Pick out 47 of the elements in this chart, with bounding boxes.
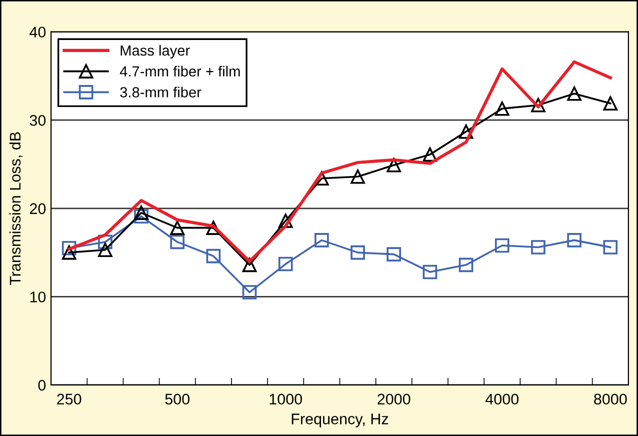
point (278, 214, 293, 228)
x-tick-label: 500 (165, 394, 190, 405)
point (206, 220, 221, 235)
point (98, 234, 112, 250)
x-tick-label: 2000 (378, 394, 410, 405)
y-tick-label: 30 (30, 114, 46, 126)
point (494, 238, 510, 253)
point (494, 101, 510, 116)
point (386, 158, 402, 172)
legend-label: 4.7-mm fiber + film (120, 66, 240, 77)
point (134, 206, 148, 220)
point (567, 86, 582, 101)
x-tick-label: 4000 (485, 394, 519, 405)
y-axis-title: Transmission Loss, dB (9, 132, 22, 286)
x-axis-title: Frequency, Hz (292, 414, 388, 428)
x-tick-label: 8000 (594, 394, 627, 405)
point (170, 234, 184, 250)
point (278, 256, 293, 272)
y-tick-label: 10 (30, 292, 46, 302)
point (531, 240, 546, 254)
point (386, 247, 402, 262)
point (350, 245, 365, 260)
point (422, 147, 438, 162)
legend-label: Mass layer (120, 44, 190, 59)
point (134, 209, 148, 224)
point (531, 98, 546, 112)
x-tick-label: 250 (57, 394, 82, 405)
y-tick-label: 0 (38, 380, 46, 391)
point (567, 233, 582, 248)
point (314, 233, 329, 248)
point (206, 248, 221, 264)
point (62, 240, 76, 256)
y-tick-label: 20 (30, 203, 46, 214)
point (458, 258, 474, 272)
point (170, 220, 184, 235)
x-tick-label: 1000 (270, 394, 302, 405)
point (242, 258, 257, 272)
point (422, 264, 438, 280)
point (458, 124, 474, 139)
point (603, 240, 618, 254)
point (350, 169, 365, 184)
legend-label: 3.8-mm fiber (120, 86, 202, 98)
y-tick-label: 40 (30, 26, 46, 38)
point (98, 242, 112, 258)
point (603, 96, 618, 110)
point (242, 285, 257, 300)
point (62, 245, 76, 260)
